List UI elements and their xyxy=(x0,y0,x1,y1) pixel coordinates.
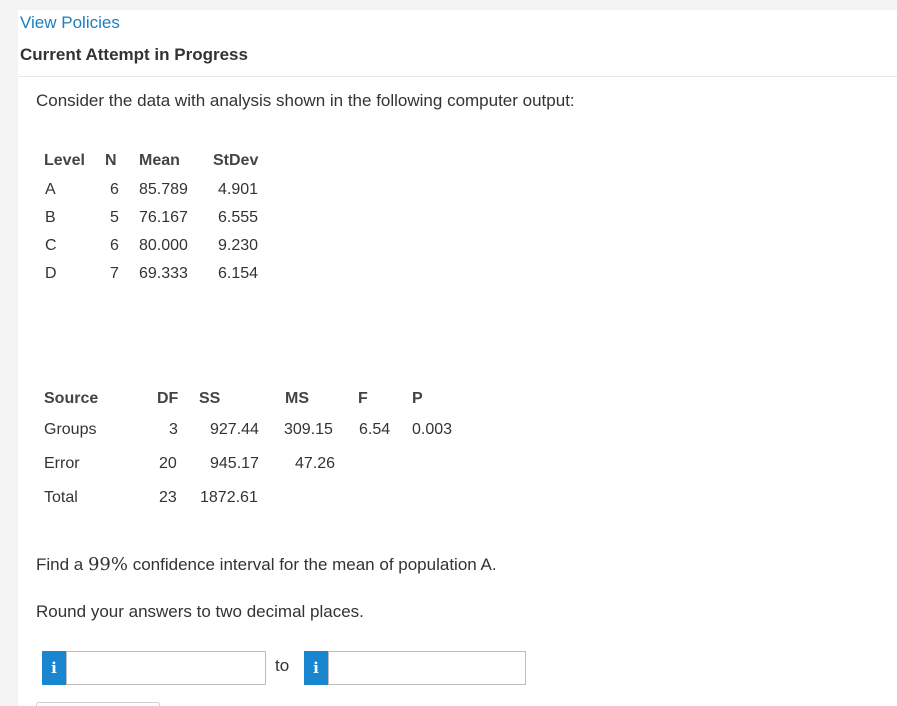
anova-cell: 0.003 xyxy=(412,421,453,438)
levels-cell: B xyxy=(45,209,56,226)
anova-header-ms: MS xyxy=(285,390,309,407)
attempt-status-heading: Current Attempt in Progress xyxy=(20,45,248,64)
levels-cell: A xyxy=(45,181,56,198)
anova-header-p: P xyxy=(412,390,423,407)
anova-header-ss: SS xyxy=(199,390,221,407)
anova-cell: 23 xyxy=(159,489,177,506)
anova-cell: 1872.61 xyxy=(200,489,258,506)
info-icon[interactable]: i xyxy=(304,651,328,685)
anova-cell: 20 xyxy=(159,455,177,472)
levels-header-mean: Mean xyxy=(139,152,180,169)
anova-cell: 309.15 xyxy=(284,421,333,438)
rounding-instruction: Round your answers to two decimal places… xyxy=(36,602,364,621)
lower-bound-input[interactable] xyxy=(66,651,266,685)
levels-cell: 6.555 xyxy=(218,209,259,226)
levels-cell: 6.154 xyxy=(218,265,259,282)
question-panel: View Policies Current Attempt in Progres… xyxy=(18,10,897,706)
levels-cell: 5 xyxy=(110,209,119,226)
anova-cell: 945.17 xyxy=(210,455,259,472)
anova-cell: Error xyxy=(44,455,80,472)
levels-header-n: N xyxy=(105,152,117,169)
to-label: to xyxy=(275,656,290,675)
top-strip xyxy=(0,0,897,10)
levels-cell: 6 xyxy=(110,181,119,198)
levels-cell: 7 xyxy=(110,265,119,282)
anova-header-f: F xyxy=(358,390,368,407)
info-icon[interactable]: i xyxy=(42,651,66,685)
levels-header-level: Level xyxy=(44,152,85,169)
levels-cell: 6 xyxy=(110,237,119,254)
levels-cell: D xyxy=(45,265,57,282)
levels-header-stdev: StDev xyxy=(213,152,259,169)
confidence-level: 99% xyxy=(87,554,128,575)
levels-cell: 85.789 xyxy=(139,181,188,198)
levels-cell: 76.167 xyxy=(139,209,188,226)
question-intro: Consider the data with analysis shown in… xyxy=(36,91,575,110)
levels-cell: 4.901 xyxy=(218,181,259,198)
anova-cell: Groups xyxy=(44,421,97,438)
upper-bound-input[interactable] xyxy=(328,651,526,685)
anova-header-source: Source xyxy=(44,390,99,407)
anova-header-df: DF xyxy=(157,390,179,407)
anova-cell: 47.26 xyxy=(295,455,336,472)
anova-cell: 927.44 xyxy=(210,421,259,438)
divider xyxy=(18,76,897,77)
task-prompt: Find a 99% confidence interval for the m… xyxy=(36,554,497,575)
task-prefix: Find a xyxy=(36,555,88,574)
task-suffix: confidence interval for the mean of popu… xyxy=(128,555,497,574)
partial-button-edge[interactable] xyxy=(36,702,160,706)
anova-cell: 6.54 xyxy=(359,421,391,438)
view-policies-link[interactable]: View Policies xyxy=(20,13,120,32)
levels-cell: 80.000 xyxy=(139,237,188,254)
anova-cell: Total xyxy=(44,489,78,506)
levels-cell: C xyxy=(45,237,57,254)
levels-cell: 69.333 xyxy=(139,265,188,282)
levels-cell: 9.230 xyxy=(218,237,259,254)
anova-cell: 3 xyxy=(169,421,178,438)
